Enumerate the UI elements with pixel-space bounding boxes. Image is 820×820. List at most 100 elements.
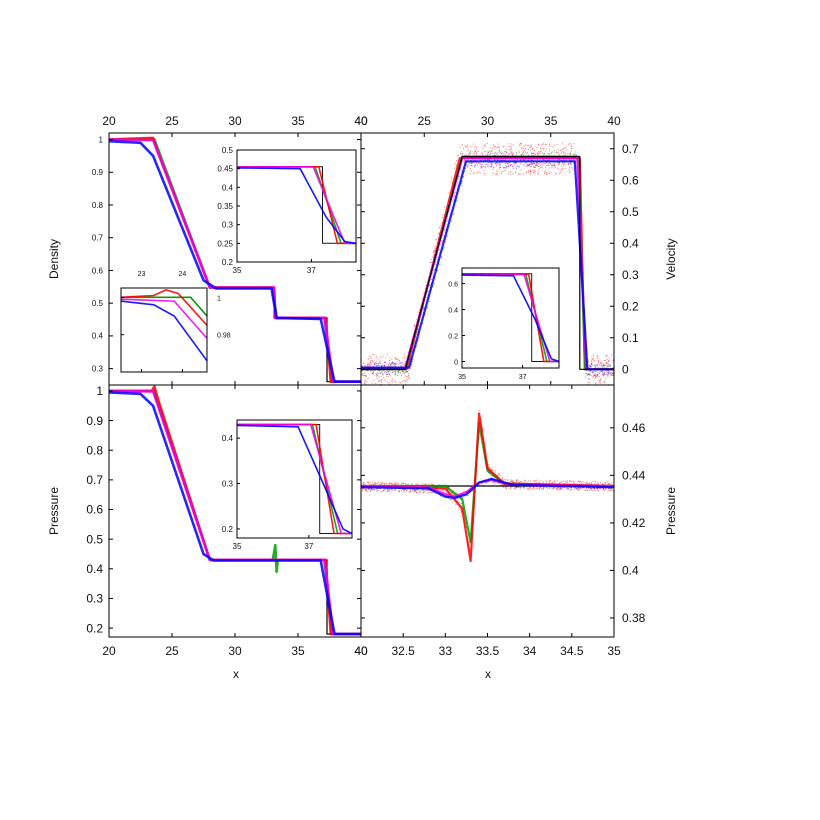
x-tick-label: 40 [354, 114, 368, 128]
data-point [524, 148, 526, 150]
data-point [556, 487, 558, 489]
data-point [483, 169, 485, 171]
data-point [515, 487, 517, 489]
data-point [555, 486, 557, 488]
data-point [559, 172, 561, 174]
data-point [377, 373, 379, 375]
data-point [457, 498, 459, 500]
data-point [538, 482, 540, 484]
data-point [528, 171, 530, 173]
data-point [400, 365, 401, 367]
data-point [520, 487, 521, 489]
data-point [435, 248, 437, 249]
data-point [393, 482, 395, 484]
data-point [465, 146, 467, 148]
data-point [587, 381, 589, 383]
data-point [503, 169, 505, 171]
data-point [612, 374, 614, 376]
data-point [595, 377, 596, 378]
data-point [461, 151, 463, 153]
data-point [373, 488, 375, 490]
data-point [570, 163, 571, 165]
data-point [367, 358, 369, 360]
data-point [511, 154, 513, 156]
data-point [551, 151, 553, 153]
data-point [467, 164, 469, 166]
data-point [378, 361, 380, 363]
data-point [390, 364, 392, 366]
data-point [547, 159, 549, 161]
data-point [378, 365, 380, 366]
x-tick-label: 35 [291, 114, 305, 128]
data-point [412, 361, 413, 362]
data-point [385, 380, 387, 382]
data-point [386, 488, 388, 490]
data-point [571, 146, 573, 147]
data-point [494, 469, 496, 471]
data-point [365, 489, 367, 491]
data-point [370, 362, 372, 363]
data-point [423, 484, 425, 486]
data-point [553, 486, 555, 488]
data-point [390, 375, 391, 377]
data-point [510, 479, 512, 481]
data-point [388, 488, 390, 490]
data-point [588, 382, 590, 384]
data-point [401, 361, 403, 363]
series-line-blue [361, 477, 614, 499]
data-point [552, 482, 553, 484]
data-point [436, 242, 438, 244]
data-point [465, 145, 467, 147]
data-point [543, 159, 545, 161]
data-point [589, 488, 591, 490]
data-point [452, 494, 454, 496]
data-point [503, 146, 505, 148]
data-point [380, 357, 382, 359]
data-point [536, 152, 538, 154]
data-point [545, 486, 547, 488]
panel-frame [360, 384, 615, 638]
data-point [612, 367, 614, 369]
data-point [452, 500, 454, 502]
data-point [460, 499, 462, 500]
data-point [569, 486, 571, 488]
y-axis-label: Pressure [47, 487, 61, 535]
data-point [364, 489, 366, 491]
data-point [461, 180, 463, 182]
data-point [402, 372, 404, 373]
data-point [608, 375, 610, 377]
data-point [554, 164, 556, 166]
data-point [497, 162, 499, 164]
inset-x-tick-label: 35 [233, 542, 242, 551]
data-point [593, 364, 595, 366]
data-point [406, 483, 408, 485]
data-point [484, 143, 486, 145]
data-point [425, 484, 427, 486]
data-point [410, 364, 412, 366]
data-point [601, 361, 603, 363]
data-point [513, 481, 514, 483]
data-point [384, 371, 386, 372]
data-point [594, 383, 596, 385]
data-point [441, 222, 443, 224]
data-point [428, 284, 430, 286]
data-point [586, 490, 588, 491]
data-point [482, 147, 484, 149]
data-point [603, 373, 605, 375]
data-point [382, 373, 384, 375]
data-point [533, 171, 535, 173]
data-point [598, 376, 600, 377]
data-point [434, 250, 436, 251]
data-point [551, 486, 553, 488]
data-point [397, 375, 399, 376]
data-point [548, 487, 550, 489]
data-point [538, 170, 540, 172]
data-point [542, 481, 544, 483]
inset-plot-area [237, 166, 356, 245]
data-point [473, 173, 475, 174]
data-point [394, 373, 396, 375]
data-point [367, 481, 369, 483]
data-point [373, 372, 374, 374]
data-point [605, 377, 606, 379]
data-point [579, 483, 581, 485]
